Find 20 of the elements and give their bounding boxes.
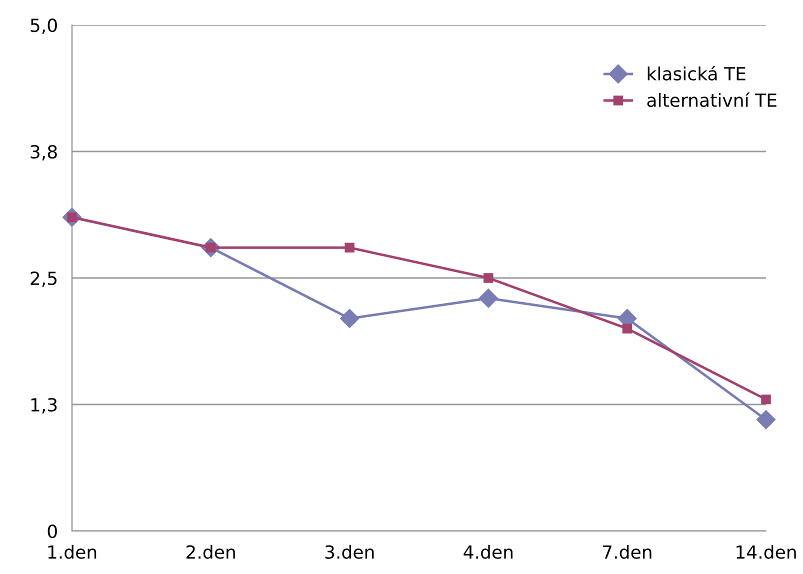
x-tick-label: 4.den [464, 544, 512, 559]
y-tick-label: 3,8 [30, 144, 57, 160]
x-tick-label: 2.den [186, 544, 235, 559]
point [484, 273, 494, 283]
x-tick-label: 7.den [603, 544, 652, 559]
y-tick-label: 0 [48, 524, 57, 538]
x-tick-label: 14.den [736, 544, 796, 559]
x-tick-label: 3.den [325, 544, 374, 559]
legend-label: alternativní TE [647, 92, 776, 108]
legend-label: klasická TE [648, 66, 746, 81]
y-tick-label: 1,3 [31, 398, 57, 414]
y-tick-label: 2,5 [30, 271, 57, 287]
x-tick-label: 1.den [48, 544, 96, 559]
point [478, 288, 498, 308]
point [761, 394, 771, 404]
point [340, 308, 360, 328]
y-tick-label: 5,0 [30, 18, 57, 34]
point [344, 242, 354, 252]
point [756, 410, 776, 430]
point [622, 324, 632, 334]
